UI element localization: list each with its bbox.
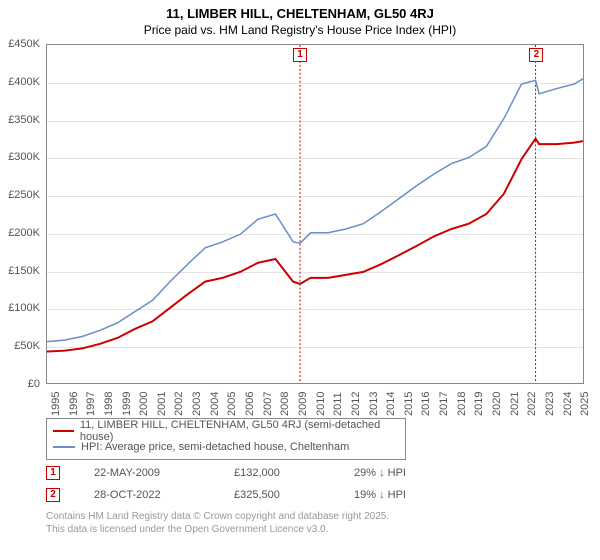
x-tick-label: 2004 xyxy=(209,392,221,416)
datapoint-diff: 19% ↓ HPI xyxy=(354,489,474,501)
x-tick-label: 2018 xyxy=(456,392,468,416)
datapoint-date: 28-OCT-2022 xyxy=(94,489,234,501)
x-tick-label: 2009 xyxy=(297,392,309,416)
y-tick-label: £350K xyxy=(0,114,44,126)
legend-swatch xyxy=(53,430,74,432)
x-tick-label: 2013 xyxy=(368,392,380,416)
datapoint-row: 2 28-OCT-2022 £325,500 19% ↓ HPI xyxy=(46,484,474,506)
x-tick-label: 2014 xyxy=(385,392,397,416)
series-line-hpi xyxy=(47,79,583,342)
title-block: 11, LIMBER HILL, CHELTENHAM, GL50 4RJ Pr… xyxy=(0,0,600,39)
chart-subtitle: Price paid vs. HM Land Registry's House … xyxy=(0,23,600,37)
x-tick-label: 2010 xyxy=(315,392,327,416)
datapoint-price: £325,500 xyxy=(234,489,354,501)
legend-item: HPI: Average price, semi-detached house,… xyxy=(53,439,399,455)
plot-svg xyxy=(47,45,583,383)
y-tick-label: £100K xyxy=(0,302,44,314)
legend: 11, LIMBER HILL, CHELTENHAM, GL50 4RJ (s… xyxy=(46,418,406,460)
x-tick-label: 2007 xyxy=(262,392,274,416)
datapoint-table: 1 22-MAY-2009 £132,000 29% ↓ HPI 2 28-OC… xyxy=(46,462,474,506)
x-tick-label: 2008 xyxy=(279,392,291,416)
chart-container: 11, LIMBER HILL, CHELTENHAM, GL50 4RJ Pr… xyxy=(0,0,600,560)
y-tick-label: £250K xyxy=(0,189,44,201)
chart-marker: 2 xyxy=(529,48,543,62)
legend-swatch xyxy=(53,446,75,448)
x-tick-label: 2017 xyxy=(438,392,450,416)
y-tick-label: £300K xyxy=(0,151,44,163)
x-tick-label: 1999 xyxy=(121,392,133,416)
x-tick-label: 2025 xyxy=(579,392,591,416)
datapoint-row: 1 22-MAY-2009 £132,000 29% ↓ HPI xyxy=(46,462,474,484)
x-tick-label: 2019 xyxy=(473,392,485,416)
x-tick-label: 1997 xyxy=(85,392,97,416)
x-tick-label: 2015 xyxy=(403,392,415,416)
x-tick-label: 1995 xyxy=(50,392,62,416)
attribution-line: This data is licensed under the Open Gov… xyxy=(46,523,389,536)
x-tick-label: 1996 xyxy=(68,392,80,416)
y-tick-label: £450K xyxy=(0,38,44,50)
x-tick-label: 2012 xyxy=(350,392,362,416)
legend-item: 11, LIMBER HILL, CHELTENHAM, GL50 4RJ (s… xyxy=(53,423,399,439)
attribution-line: Contains HM Land Registry data © Crown c… xyxy=(46,510,389,523)
y-tick-label: £200K xyxy=(0,227,44,239)
x-tick-label: 2016 xyxy=(420,392,432,416)
x-tick-label: 2021 xyxy=(509,392,521,416)
y-tick-label: £50K xyxy=(0,340,44,352)
datapoint-marker: 2 xyxy=(46,488,60,502)
x-tick-label: 2024 xyxy=(562,392,574,416)
y-tick-label: £150K xyxy=(0,265,44,277)
plot-area xyxy=(46,44,584,384)
legend-label: HPI: Average price, semi-detached house,… xyxy=(81,441,349,453)
y-tick-label: £0 xyxy=(0,378,44,390)
x-tick-label: 2006 xyxy=(244,392,256,416)
legend-label: 11, LIMBER HILL, CHELTENHAM, GL50 4RJ (s… xyxy=(80,419,399,443)
x-tick-label: 2003 xyxy=(191,392,203,416)
x-tick-label: 2000 xyxy=(138,392,150,416)
x-tick-label: 2005 xyxy=(226,392,238,416)
x-tick-label: 2020 xyxy=(491,392,503,416)
x-tick-label: 2011 xyxy=(332,392,344,416)
chart-title: 11, LIMBER HILL, CHELTENHAM, GL50 4RJ xyxy=(0,6,600,21)
datapoint-price: £132,000 xyxy=(234,467,354,479)
x-tick-label: 2001 xyxy=(156,392,168,416)
datapoint-diff: 29% ↓ HPI xyxy=(354,467,474,479)
datapoint-date: 22-MAY-2009 xyxy=(94,467,234,479)
y-tick-label: £400K xyxy=(0,76,44,88)
chart-marker: 1 xyxy=(293,48,307,62)
series-line-price_paid xyxy=(47,139,583,352)
datapoint-marker: 1 xyxy=(46,466,60,480)
x-tick-label: 1998 xyxy=(103,392,115,416)
x-tick-label: 2022 xyxy=(526,392,538,416)
attribution: Contains HM Land Registry data © Crown c… xyxy=(46,510,389,536)
x-tick-label: 2023 xyxy=(544,392,556,416)
x-tick-label: 2002 xyxy=(173,392,185,416)
